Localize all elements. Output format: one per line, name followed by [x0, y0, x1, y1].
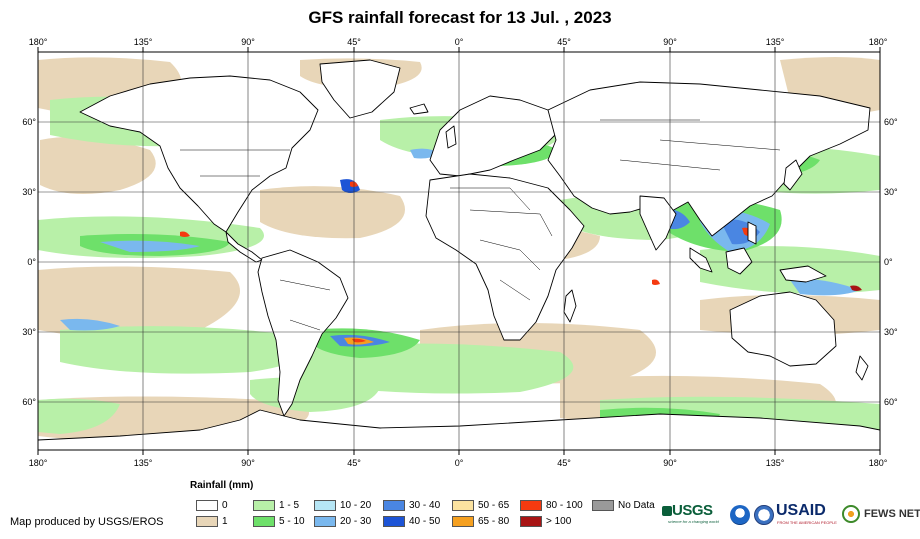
legend-swatch [383, 516, 405, 527]
lon-label: 45° [347, 37, 361, 47]
lon-label: 45° [557, 37, 571, 47]
philippines [747, 221, 757, 245]
fews-net-logo: FEWS NET [842, 504, 920, 528]
legend-swatch [196, 516, 218, 527]
lat-label: 60° [884, 117, 898, 127]
legend-label: 65 - 80 [478, 516, 510, 527]
lon-labels-top: 180° 135° 90° 45° 0° 45° 90° 135° 180° [29, 37, 888, 47]
lon-label: 45° [347, 458, 361, 468]
legend-swatch [314, 516, 336, 527]
borneo [725, 247, 753, 275]
lon-label: 45° [557, 458, 571, 468]
legend-label: 10 - 20 [340, 500, 372, 511]
japan [783, 159, 803, 191]
rainfall-map: 180° 135° 90° 45° 0° 45° 90° 135° 180° 1… [22, 37, 898, 468]
usaid-wordmark: USAID [776, 502, 826, 519]
central-america [225, 231, 263, 263]
asia [547, 81, 871, 237]
legend-label: 50 - 65 [478, 500, 510, 511]
greenland [319, 59, 401, 119]
india [639, 195, 677, 251]
lon-label: 135° [766, 458, 785, 468]
legend-label: 40 - 50 [409, 516, 441, 527]
iceland [409, 103, 429, 115]
lon-label: 180° [29, 458, 48, 468]
credit-text: Map produced by USGS/EROS [10, 516, 164, 528]
south-america [257, 249, 349, 417]
lon-label: 135° [134, 458, 153, 468]
lon-label: 180° [869, 37, 888, 47]
lon-label: 135° [766, 37, 785, 47]
lon-label: 90° [663, 458, 677, 468]
legend-swatch [592, 500, 614, 511]
usaid-tagline: FROM THE AMERICAN PEOPLE [777, 520, 837, 525]
legend-label: 30 - 40 [409, 500, 441, 511]
legend-label: 5 - 10 [279, 516, 305, 527]
coastlines [38, 59, 880, 450]
africa [425, 173, 585, 341]
lat-label: 60° [22, 397, 36, 407]
lon-label: 90° [663, 37, 677, 47]
fews-net-wordmark: FEWS NET [864, 508, 920, 520]
legend-swatch [452, 500, 474, 511]
partner-logos: USGS science for a changing world USAID … [662, 500, 920, 530]
legend-swatch [383, 500, 405, 511]
lat-label: 0° [27, 257, 36, 267]
map-panel [38, 52, 880, 450]
lon-label: 0° [455, 37, 464, 47]
lat-labels-left: 60° 30° 0° 30° 60° [22, 117, 36, 407]
legend-swatch [253, 500, 275, 511]
rainfall-legend: Rainfall (mm) 0 1 1 - 5 5 - 10 10 - 20 2… [190, 480, 660, 530]
lat-label: 30° [884, 327, 898, 337]
legend-label: > 100 [546, 516, 572, 527]
legend-label: No Data [618, 500, 655, 511]
legend-label: 0 [222, 500, 228, 511]
legend-swatch [196, 500, 218, 511]
usgs-logo: USGS science for a changing world [662, 502, 726, 528]
lat-label: 60° [884, 397, 898, 407]
lat-label: 30° [884, 187, 898, 197]
lon-label: 90° [241, 37, 255, 47]
frame-ticks [37, 47, 881, 455]
legend-label: 80 - 100 [546, 500, 583, 511]
legend-title: Rainfall (mm) [190, 480, 254, 491]
lon-label: 90° [241, 458, 255, 468]
new-guinea [779, 265, 827, 283]
new-zealand [855, 355, 869, 381]
legend-swatch [520, 500, 542, 511]
legend-swatch [253, 516, 275, 527]
lat-label: 30° [22, 327, 36, 337]
legend-label: 20 - 30 [340, 516, 372, 527]
north-america [79, 75, 319, 233]
legend-label: 1 [222, 516, 228, 527]
madagascar [563, 289, 577, 323]
legend-label: 1 - 5 [279, 500, 300, 511]
graticule [38, 52, 880, 450]
lon-label: 180° [29, 37, 48, 47]
lon-labels-bottom: 180° 135° 90° 45° 0° 45° 90° 135° 180° [29, 458, 888, 468]
lat-label: 60° [22, 117, 36, 127]
map-title: GFS rainfall forecast for 13 Jul. , 2023 [308, 8, 612, 27]
noaa-seal-icon [730, 505, 750, 525]
australia [729, 291, 837, 367]
usgs-wave-icon [662, 506, 672, 516]
lat-label: 30° [22, 187, 36, 197]
lon-label: 0° [455, 458, 464, 468]
legend-swatch [314, 500, 336, 511]
usgs-tagline: science for a changing world [668, 519, 719, 524]
legend-swatch [520, 516, 542, 527]
sumatra [689, 247, 713, 273]
lat-label: 0° [884, 257, 893, 267]
usgs-wordmark: USGS [672, 502, 713, 519]
lon-label: 180° [869, 458, 888, 468]
globe-icon [842, 505, 860, 523]
usaid-logo: USAID FROM THE AMERICAN PEOPLE [776, 502, 842, 528]
legend-swatch [452, 516, 474, 527]
map-svg: 180° 135° 90° 45° 0° 45° 90° 135° 180° 1… [22, 37, 898, 468]
britain [445, 125, 457, 149]
usda-seal-icon [754, 505, 774, 525]
lon-label: 135° [134, 37, 153, 47]
lat-labels-right: 60° 30° 0° 30° 60° [884, 117, 898, 407]
